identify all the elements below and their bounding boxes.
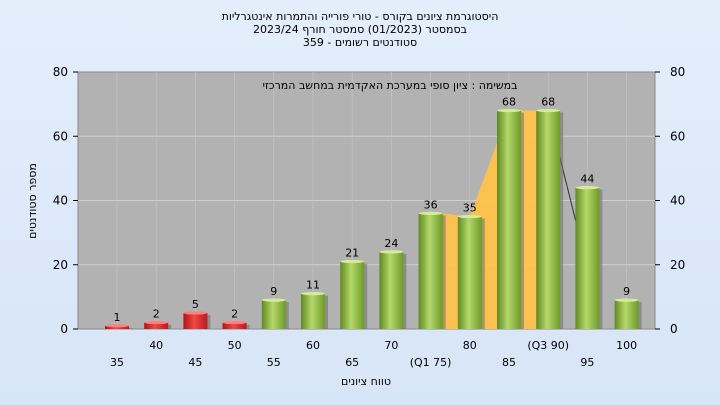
bar-cap-6: [340, 259, 365, 264]
x-tick-label-12: 95: [580, 356, 594, 369]
x-tick-label-2: 45: [188, 356, 202, 369]
value-label-9: 35: [463, 202, 477, 215]
bar-9: [457, 216, 482, 329]
value-label-2: 5: [192, 298, 199, 311]
bar-4: [261, 300, 286, 329]
x-tick-label-3: 50: [228, 339, 242, 352]
y-tick-label-right-1: 20: [670, 258, 685, 272]
bar-cap-0: [105, 324, 129, 328]
bar-cap-10: [497, 108, 521, 113]
value-labels: 1 2 5 2 9 11 21 24 36 35 68 68 44 9: [114, 96, 631, 324]
x-tick-label-10: 85: [502, 356, 516, 369]
x-tick-label-5: 60: [306, 339, 320, 352]
y-tick-label-right-4: 80: [670, 65, 685, 79]
bar-cap-11: [536, 108, 561, 113]
bar-5: [301, 293, 325, 329]
bar-13: [614, 300, 639, 329]
bar-cap-13: [614, 298, 639, 302]
y-tick-label-left-4: 80: [53, 65, 68, 79]
x-axis-label: טווח ציונים: [341, 375, 391, 388]
value-label-10: 68: [502, 96, 516, 109]
x-tick-label-7: 70: [384, 339, 398, 352]
y-axis-left: 0 20 40 60 80: [53, 65, 78, 336]
x-tick-label-9: 80: [463, 339, 477, 352]
bar-8: [418, 213, 443, 329]
bar-cap-5: [301, 292, 325, 296]
bar-6: [340, 261, 365, 329]
bar-0: [105, 325, 129, 329]
bars: [105, 108, 642, 329]
y-tick-label-left-1: 20: [53, 258, 68, 272]
chart-subtitle: במשימה : ציון סופי במערכת האקדמית במחשב …: [263, 79, 518, 92]
value-label-12: 44: [580, 173, 594, 186]
y-tick-label-right-0: 0: [670, 322, 678, 336]
value-label-4: 9: [270, 285, 277, 298]
value-label-11: 68: [541, 96, 555, 109]
x-tick-label-0: 35: [110, 356, 124, 369]
y-tick-label-left-3: 60: [53, 129, 68, 143]
y-tick-label-left-0: 0: [60, 322, 68, 336]
y-axis-label: מספר סטודנטים: [26, 163, 39, 239]
bar-cap-4: [261, 298, 286, 302]
bar-11: [536, 110, 561, 329]
value-label-8: 36: [424, 198, 438, 211]
title-line-3: סטודנטים רשומים - 359: [303, 36, 417, 49]
value-label-1: 2: [153, 308, 160, 321]
y-axis-right: 0 20 40 60 80: [655, 65, 685, 336]
y-tick-label-left-2: 40: [53, 194, 68, 208]
bar-12: [575, 187, 600, 329]
bar-2: [183, 312, 208, 329]
bar-cap-12: [575, 186, 600, 190]
title-line-2: בסמסטר (01/2023) סמסטר חורף 2023/24: [253, 23, 467, 36]
bar-cap-1: [144, 320, 169, 325]
x-axis: 35 40 45 50 55 60 65 70 (Q1 75) 80 85 (Q3 90) 95 100: [110, 339, 637, 369]
bar-cap-9: [457, 214, 482, 219]
x-tick-label-11: (Q3 90): [527, 339, 569, 352]
chart-title: היסטוגרמת ציונים בקורס - טורי פורייה והת…: [222, 10, 499, 49]
x-tick-label-1: 40: [149, 339, 163, 352]
title-line-1: היסטוגרמת ציונים בקורס - טורי פורייה והת…: [222, 10, 499, 23]
value-label-3: 2: [231, 308, 238, 321]
x-tick-label-13: 100: [616, 339, 637, 352]
bar-cap-7: [379, 250, 404, 254]
bar-3: [222, 322, 247, 329]
value-label-0: 1: [114, 311, 121, 324]
bar-cap-8: [418, 211, 443, 215]
y-tick-label-right-3: 60: [670, 129, 685, 143]
x-tick-label-4: 55: [267, 356, 281, 369]
bar-10: [497, 110, 521, 329]
value-label-5: 11: [306, 279, 320, 292]
x-tick-label-8: (Q1 75): [410, 356, 452, 369]
value-label-13: 9: [623, 285, 630, 298]
value-label-7: 24: [384, 237, 398, 250]
bar-1: [144, 322, 169, 329]
bar-7: [379, 251, 404, 329]
value-label-6: 21: [345, 247, 359, 260]
y-tick-label-right-2: 40: [670, 194, 685, 208]
bar-cap-3: [222, 320, 247, 325]
x-tick-label-6: 65: [345, 356, 359, 369]
bar-cap-2: [183, 311, 208, 315]
